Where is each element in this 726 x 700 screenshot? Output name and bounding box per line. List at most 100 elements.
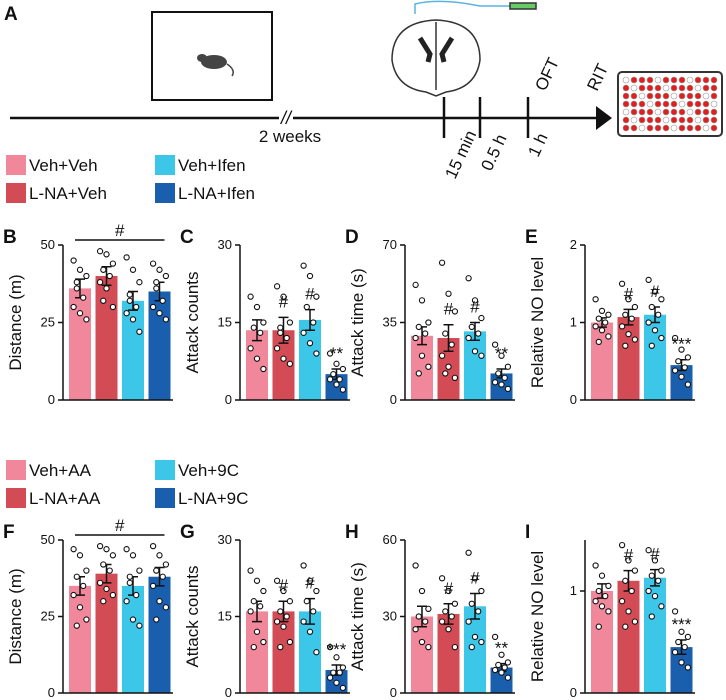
well — [622, 116, 630, 124]
data-point — [602, 592, 609, 600]
bar — [69, 288, 91, 400]
data-point — [100, 561, 107, 568]
legend-swatch — [155, 488, 175, 508]
error-bar — [278, 316, 289, 344]
legend-swatch — [155, 183, 175, 203]
data-point — [628, 587, 635, 595]
mouse-icon — [197, 54, 234, 77]
bar-chart: E Relative NO level 0 1 2 # # *** — [525, 227, 695, 407]
data-point — [73, 573, 80, 580]
data-point — [260, 319, 267, 326]
well — [638, 116, 646, 124]
data-point — [286, 319, 294, 326]
well — [710, 92, 718, 100]
y-tick-label: 0 — [225, 392, 232, 407]
well — [686, 92, 694, 100]
y-axis-label: Attack counts — [183, 565, 202, 667]
data-point — [153, 616, 160, 623]
y-tick-label: 0 — [48, 685, 55, 700]
data-point — [501, 664, 508, 671]
test-label: OFT — [531, 55, 563, 94]
data-point — [415, 323, 422, 331]
data-point — [250, 643, 257, 651]
data-point — [283, 334, 290, 342]
data-point — [286, 638, 294, 646]
data-point — [671, 608, 679, 615]
data-point — [465, 549, 472, 556]
significance: # — [305, 574, 315, 593]
bar — [591, 591, 613, 693]
data-point — [498, 669, 505, 676]
y-axis-label: Distance (m) — [6, 274, 25, 370]
well — [702, 116, 710, 124]
data-point — [83, 567, 90, 574]
error-bar — [443, 323, 454, 353]
data-point — [504, 674, 512, 681]
data-point — [336, 376, 343, 383]
well — [638, 92, 646, 100]
legend-label: Veh+Ifen — [178, 156, 246, 175]
well — [702, 84, 710, 92]
data-point — [250, 324, 257, 331]
data-point — [129, 616, 137, 623]
error-bar — [623, 308, 634, 326]
bar — [246, 611, 268, 693]
data-point — [303, 598, 310, 605]
bar — [148, 576, 171, 693]
legend-swatch — [155, 155, 175, 175]
duration: 2 weeks — [259, 127, 321, 146]
bar-chart: B Distance (m) 0 25 50 # — [3, 221, 173, 407]
well — [694, 124, 702, 132]
well — [686, 76, 694, 84]
well — [678, 116, 686, 124]
data-point — [465, 618, 472, 625]
well — [694, 76, 702, 84]
data-point — [253, 577, 261, 584]
y-tick-label: 30 — [218, 237, 232, 252]
well — [662, 84, 670, 92]
data-point — [257, 603, 264, 610]
y-tick-label: 70 — [383, 237, 397, 252]
data-point — [595, 623, 602, 630]
significance: # — [624, 546, 634, 565]
well — [646, 84, 654, 92]
legend-swatch — [6, 155, 26, 175]
well-plate — [617, 71, 723, 137]
data-point — [283, 613, 290, 620]
data-point — [658, 296, 665, 303]
error-bar — [417, 605, 427, 628]
well — [646, 100, 654, 108]
y-axis-label: Attack time (s) — [348, 562, 367, 671]
open-field-box — [151, 11, 273, 101]
data-point — [471, 297, 479, 304]
data-point — [451, 374, 459, 382]
data-point — [286, 598, 294, 605]
y-axis-label: Relative NO level — [528, 257, 547, 388]
data-point — [153, 285, 160, 292]
data-point — [595, 338, 602, 346]
y-tick-label: 60 — [383, 532, 397, 547]
significance: # — [279, 576, 289, 595]
bar-chart: G Attack counts 0 15 30 # # *** — [180, 522, 350, 700]
well — [630, 100, 638, 108]
well — [638, 108, 646, 116]
data-point — [129, 552, 137, 559]
well — [630, 76, 638, 84]
data-point — [339, 664, 347, 671]
data-point — [598, 572, 606, 579]
data-point — [491, 341, 499, 348]
well — [702, 76, 710, 84]
error-bar — [470, 321, 480, 341]
bar — [299, 319, 321, 400]
well — [702, 92, 710, 100]
bar — [670, 365, 693, 400]
data-point — [684, 381, 692, 388]
data-point — [70, 546, 77, 553]
data-point — [306, 577, 314, 584]
bar-chart: F Distance (m) 0 25 50 # — [3, 516, 173, 700]
data-point — [648, 303, 655, 311]
well — [622, 84, 630, 92]
data-point — [156, 266, 163, 273]
data-point — [300, 262, 307, 269]
